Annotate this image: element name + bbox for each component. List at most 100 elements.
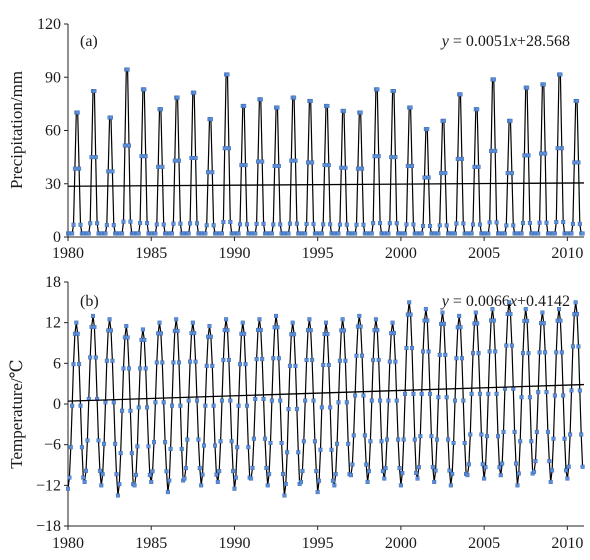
monthly-data-point — [380, 469, 385, 474]
monthly-data-point — [125, 335, 130, 340]
monthly-data-point — [554, 220, 559, 225]
monthly-data-point — [261, 396, 266, 401]
y-tick-label: −12 — [36, 477, 61, 494]
monthly-data-point — [386, 231, 391, 236]
monthly-data-point — [423, 307, 428, 312]
monthly-data-point — [113, 441, 118, 446]
monthly-data-point — [432, 479, 437, 484]
monthly-data-point — [77, 362, 82, 367]
monthly-data-point — [175, 328, 180, 333]
monthly-data-point — [170, 403, 175, 408]
monthly-data-point — [501, 429, 506, 434]
precipitation-series-line — [68, 68, 583, 234]
monthly-data-point — [425, 127, 430, 132]
monthly-data-point — [139, 154, 144, 159]
monthly-data-point — [176, 158, 181, 163]
monthly-data-point — [382, 476, 387, 481]
monthly-data-point — [450, 471, 455, 476]
temperature-y-axis-title: Temperature/℃ — [7, 359, 26, 468]
monthly-data-point — [276, 356, 281, 361]
monthly-data-point — [121, 366, 126, 371]
monthly-data-point — [117, 482, 122, 487]
monthly-data-point — [149, 479, 154, 484]
y-tick-label: 0 — [53, 229, 61, 246]
monthly-data-point — [77, 166, 82, 171]
monthly-data-point — [533, 459, 538, 464]
monthly-data-point — [408, 312, 413, 317]
monthly-data-point — [412, 437, 417, 442]
monthly-data-point — [544, 220, 549, 225]
monthly-data-point — [127, 366, 132, 371]
monthly-data-point — [203, 231, 208, 236]
temperature-series-line — [67, 302, 584, 496]
monthly-data-point — [142, 337, 147, 342]
monthly-data-point — [398, 483, 403, 488]
monthly-data-point — [122, 143, 127, 148]
trend-line — [67, 383, 585, 402]
monthly-data-point — [570, 344, 575, 349]
monthly-data-point — [436, 395, 441, 400]
monthly-data-point — [453, 231, 458, 236]
monthly-data-point — [344, 222, 349, 227]
monthly-data-point — [88, 221, 93, 226]
monthly-data-point — [479, 432, 484, 437]
monthly-data-point — [145, 405, 150, 410]
monthly-data-point — [476, 351, 481, 356]
monthly-data-point — [536, 231, 541, 236]
monthly-data-point — [143, 154, 148, 159]
monthly-data-point — [226, 357, 231, 362]
monthly-data-point — [339, 165, 344, 170]
monthly-data-point — [239, 163, 244, 168]
precipitation-trend-equation: y = 0.0051x+28.568 — [440, 33, 570, 50]
monthly-data-point — [161, 222, 166, 227]
monthly-data-point — [405, 163, 410, 168]
equation-slope: = 0.0051 — [449, 33, 510, 50]
monthly-data-point — [378, 398, 383, 403]
monthly-data-point — [281, 471, 286, 476]
monthly-data-point — [415, 476, 420, 481]
monthly-data-point — [386, 398, 391, 403]
monthly-data-point — [365, 479, 370, 484]
monthly-data-point — [353, 231, 358, 236]
monthly-data-point — [541, 82, 546, 87]
monthly-data-point — [114, 472, 119, 477]
monthly-data-point — [491, 77, 496, 82]
x-tick-label: 1995 — [302, 245, 334, 262]
y-tick-label: 12 — [45, 315, 61, 332]
monthly-data-point — [290, 320, 295, 325]
monthly-data-point — [160, 360, 165, 365]
monthly-data-point — [552, 231, 557, 236]
monthly-data-point — [387, 359, 392, 364]
monthly-data-point — [311, 398, 316, 403]
monthly-data-point — [344, 400, 349, 405]
monthly-data-point — [224, 317, 229, 322]
monthly-data-point — [371, 357, 376, 362]
monthly-data-point — [491, 318, 496, 323]
monthly-data-point — [81, 475, 86, 480]
monthly-data-point — [569, 231, 574, 236]
monthly-data-point — [211, 403, 216, 408]
x-tick-label: 1980 — [52, 245, 84, 262]
monthly-data-point — [434, 437, 439, 442]
monthly-data-point — [132, 483, 137, 488]
monthly-data-point — [210, 170, 215, 175]
monthly-data-point — [135, 444, 140, 449]
x-tick-label: 2010 — [551, 535, 583, 552]
monthly-data-point — [86, 231, 91, 236]
monthly-data-point — [458, 325, 463, 330]
precipitation-panel: (a) y = 0.0051x+28.568 Precipitation/mm … — [7, 16, 585, 262]
monthly-data-point — [71, 362, 76, 367]
monthly-data-point — [547, 459, 552, 464]
monthly-data-point — [286, 407, 291, 412]
monthly-data-point — [476, 164, 481, 169]
monthly-data-point — [430, 465, 435, 470]
monthly-data-point — [213, 443, 218, 448]
monthly-data-point — [282, 493, 287, 498]
monthly-data-point — [125, 67, 130, 72]
monthly-data-point — [171, 221, 176, 226]
monthly-data-point — [79, 445, 84, 450]
monthly-data-point — [367, 469, 372, 474]
monthly-data-point — [167, 478, 172, 483]
monthly-data-point — [508, 118, 513, 123]
